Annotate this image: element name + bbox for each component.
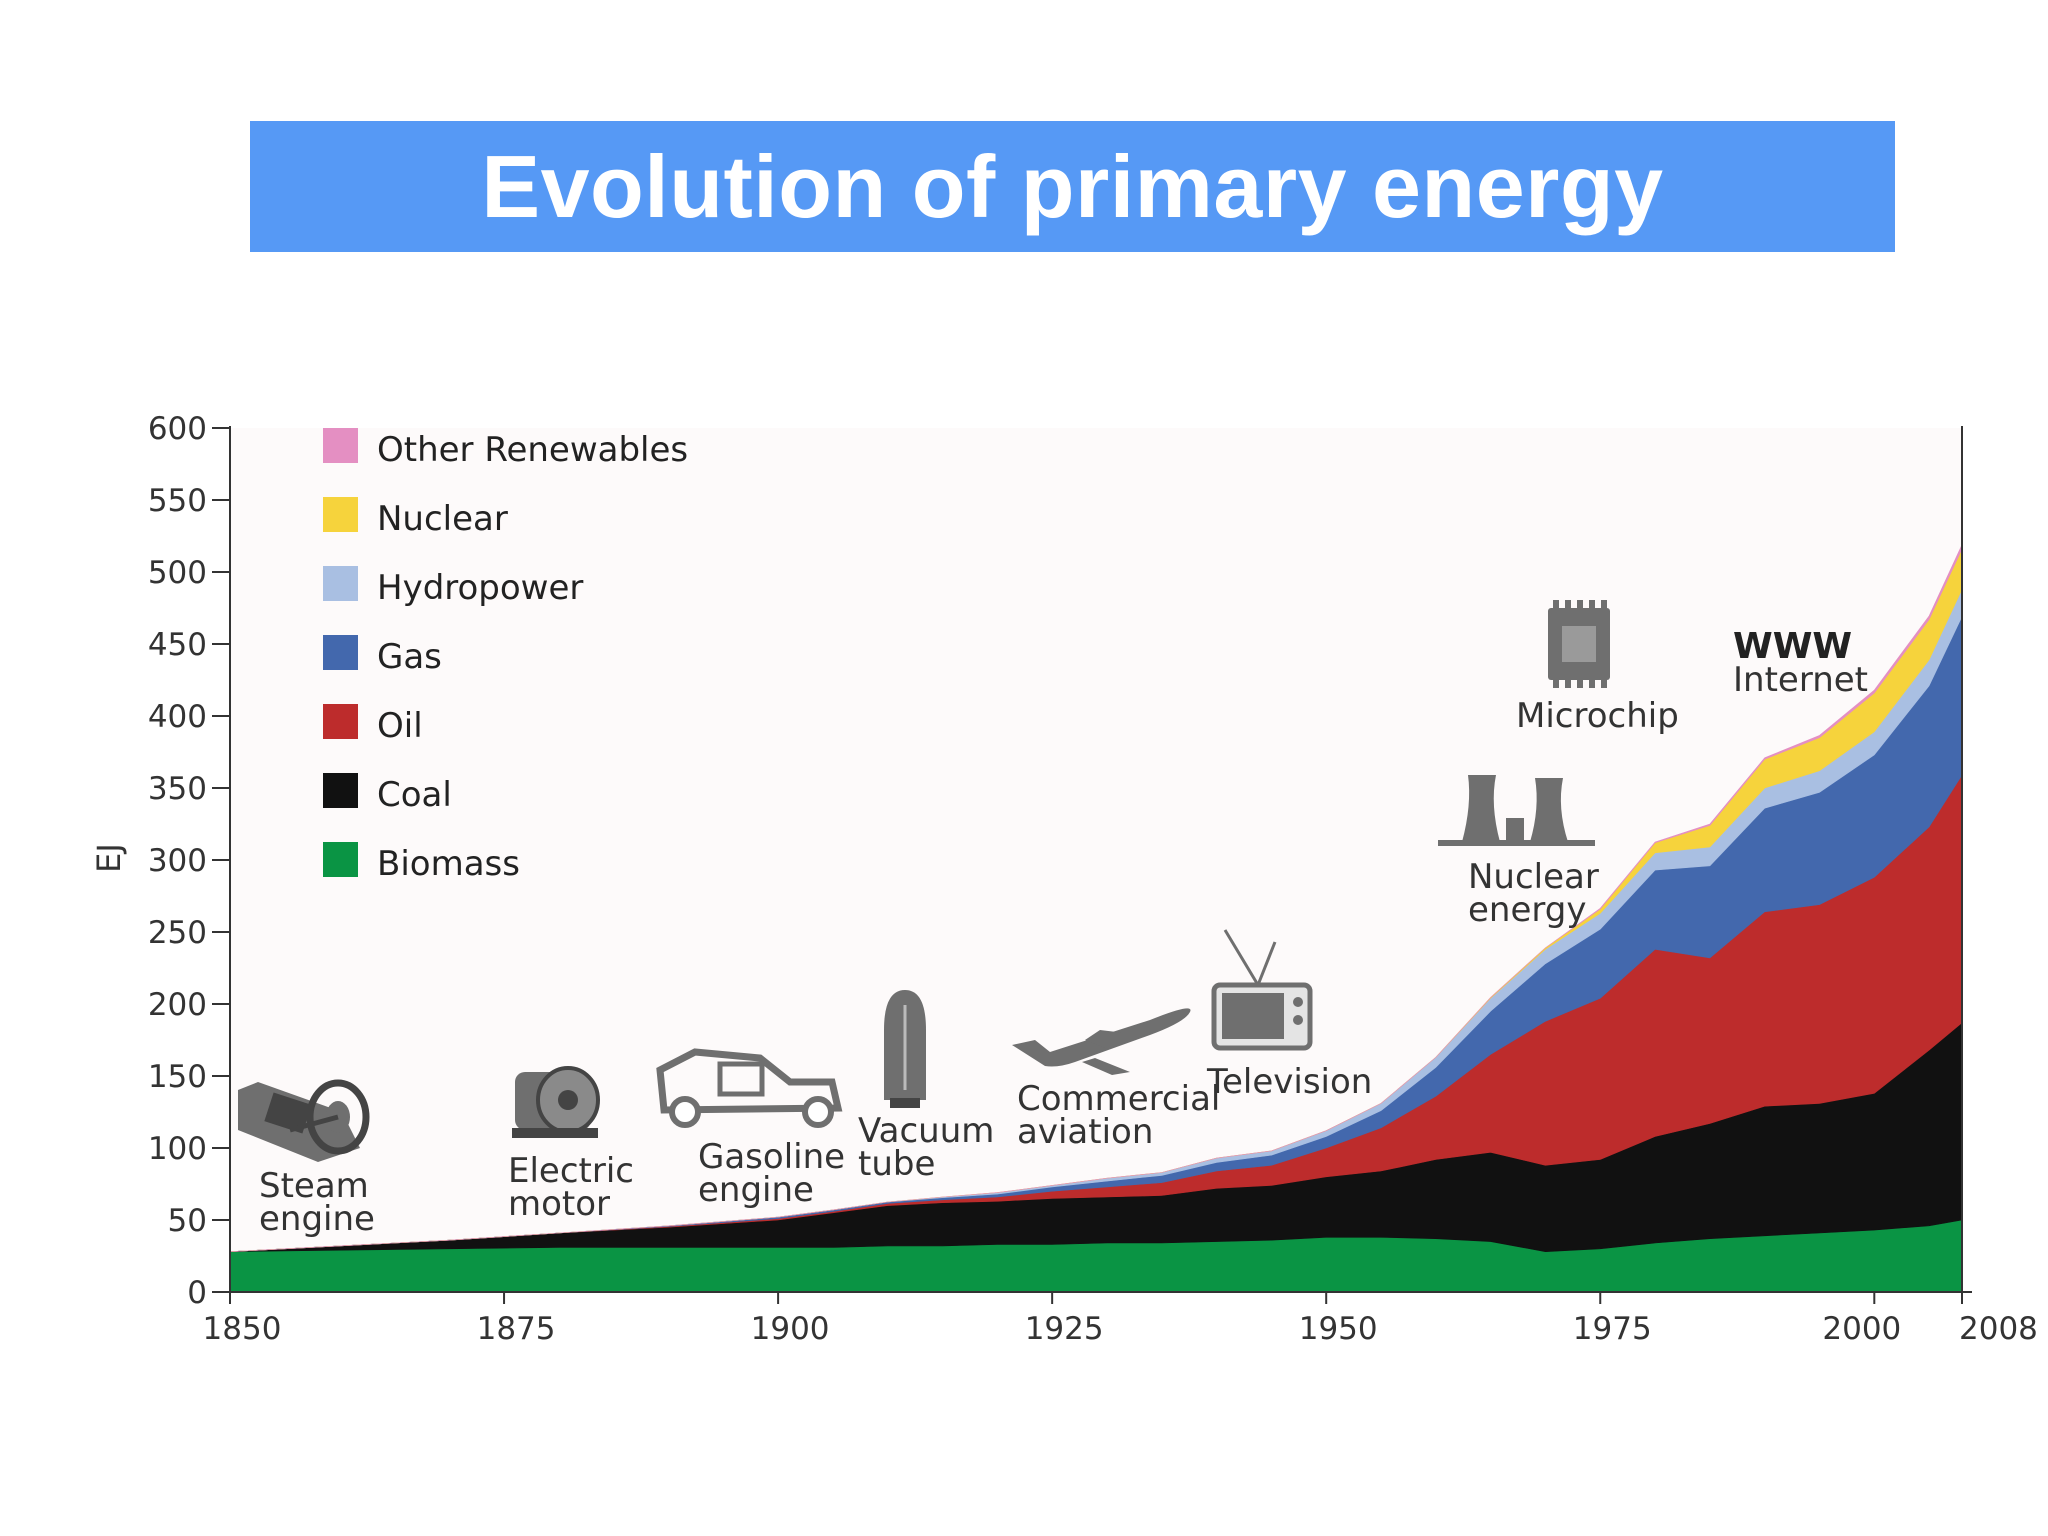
y-tick-label: 150	[148, 1059, 207, 1095]
television-icon	[1211, 929, 1313, 1051]
y-tick-label: 50	[168, 1203, 207, 1239]
y-tick-label: 250	[148, 915, 207, 951]
annotation-label: Vacuum	[858, 1111, 994, 1151]
legend-swatch-gas	[323, 635, 358, 670]
legend-swatch-biomass	[323, 842, 358, 877]
annotation-label: Commercial	[1017, 1079, 1220, 1119]
airplane-icon	[1012, 1008, 1191, 1075]
axes: 0 50 100 150 200 250 300 350 400 450 500 550 600 1850…	[90, 411, 2038, 1347]
x-tick-label: 2008	[1959, 1311, 2038, 1347]
steam-engine-icon	[238, 1079, 370, 1162]
annotations: SteamengineElectricmotorGasolineengineVa…	[238, 600, 1868, 1239]
y-tick-label: 500	[148, 555, 207, 591]
x-tick-label: 1950	[1299, 1311, 1378, 1347]
legend-swatch-other-renewables	[323, 428, 358, 463]
annotation-label: Internet	[1733, 660, 1868, 700]
legend-label-biomass: Biomass	[377, 844, 520, 884]
legend-swatch-coal	[323, 773, 358, 808]
annotation-label: Nuclear	[1468, 857, 1599, 897]
page-title: Evolution of primary energy	[481, 136, 1664, 236]
legend-label-gas: Gas	[377, 637, 442, 677]
title-banner: Evolution of primary energy	[250, 121, 1895, 252]
legend-label-hydropower: Hydropower	[377, 568, 583, 608]
legend-swatch-nuclear	[323, 497, 358, 532]
legend-swatch-oil	[323, 704, 358, 739]
legend-label-other-renewables: Other Renewables	[377, 430, 688, 470]
y-tick-label: 400	[148, 699, 207, 735]
annotation-label: Television	[1206, 1062, 1372, 1102]
annotation-label: energy	[1468, 890, 1586, 930]
y-tick-label: 0	[187, 1275, 207, 1311]
legend-label-oil: Oil	[377, 706, 423, 746]
annotation-label: Steam	[259, 1166, 369, 1206]
x-tick-label: 1875	[477, 1311, 556, 1347]
annotation-label: motor	[508, 1184, 610, 1224]
y-tick-label: 350	[148, 771, 207, 807]
x-tick-label: 1850	[203, 1311, 282, 1347]
y-tick-label: 300	[148, 843, 207, 879]
legend-swatch-hydropower	[323, 566, 358, 601]
annotation-label: Microchip	[1516, 696, 1679, 736]
cooling-tower-icon	[1438, 775, 1595, 846]
legend-label-nuclear: Nuclear	[377, 499, 508, 539]
x-tick-label: 1925	[1025, 1311, 1104, 1347]
y-tick-label: 450	[148, 627, 207, 663]
y-axis-title: EJ	[90, 843, 128, 873]
annotation-label: engine	[259, 1199, 375, 1239]
annotation-label: Gasoline	[698, 1137, 845, 1177]
annotation-label: engine	[698, 1170, 814, 1210]
annotation-label: WWW	[1733, 626, 1852, 667]
vacuum-tube-icon	[884, 990, 926, 1108]
y-tick-label: 600	[148, 411, 207, 447]
x-tick-label: 1900	[751, 1311, 830, 1347]
annotation-label: Electric	[508, 1151, 634, 1191]
y-tick-label: 200	[148, 987, 207, 1023]
legend: Other Renewables Nuclear Hydropower Gas Oil C…	[323, 428, 688, 884]
annotation-label: tube	[858, 1144, 935, 1184]
electric-motor-icon	[512, 1066, 600, 1138]
y-tick-label: 550	[148, 483, 207, 519]
car-icon	[656, 1048, 843, 1128]
y-tick-label: 100	[148, 1131, 207, 1167]
legend-label-coal: Coal	[377, 775, 452, 815]
x-tick-label: 1975	[1573, 1311, 1652, 1347]
x-tick-label: 2000	[1822, 1311, 1901, 1347]
microchip-icon	[1548, 600, 1610, 688]
annotation-label: aviation	[1017, 1112, 1153, 1152]
